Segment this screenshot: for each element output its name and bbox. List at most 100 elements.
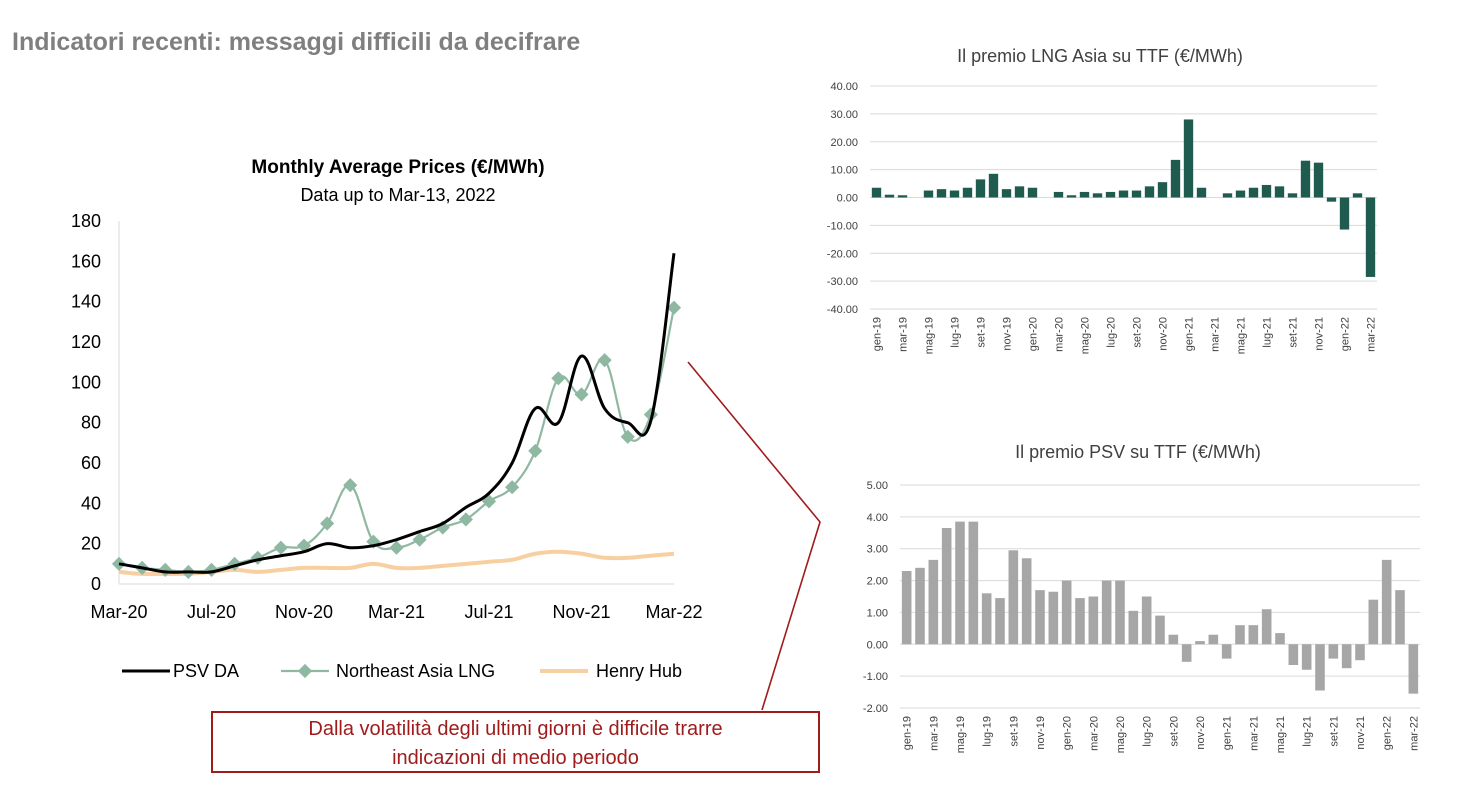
x-tick-label: mar-20 bbox=[1088, 716, 1100, 751]
bar bbox=[1115, 580, 1125, 645]
bar bbox=[1101, 580, 1112, 645]
bar bbox=[1118, 190, 1129, 198]
bar bbox=[1313, 162, 1324, 198]
lng-marker bbox=[320, 516, 335, 531]
lng-marker bbox=[458, 512, 473, 527]
x-tick-label: set-21 bbox=[1288, 317, 1300, 348]
bar bbox=[1027, 187, 1038, 198]
y-tick-label: 120 bbox=[71, 332, 101, 352]
callout-line-1: Dalla volatilità degli ultimi giorni è d… bbox=[308, 718, 723, 740]
lng-marker bbox=[574, 387, 589, 402]
y-tick-label: -1.00 bbox=[863, 671, 888, 683]
lng-marker bbox=[597, 353, 612, 368]
y-tick-label: 40 bbox=[81, 493, 101, 513]
bar bbox=[1144, 186, 1155, 198]
bar bbox=[1261, 184, 1272, 198]
x-tick-label: gen-19 bbox=[872, 317, 884, 351]
y-tick-label: 0.00 bbox=[837, 193, 858, 205]
y-tick-label: -20.00 bbox=[827, 248, 858, 260]
bar bbox=[1301, 644, 1312, 670]
y-tick-label: 4.00 bbox=[867, 512, 888, 524]
line-chart-title: Monthly Average Prices (€/MWh) bbox=[251, 157, 544, 178]
bar bbox=[1222, 193, 1233, 198]
bar bbox=[871, 187, 882, 198]
x-tick-label: Jul-21 bbox=[464, 602, 513, 622]
bar bbox=[1088, 596, 1099, 645]
y-tick-label: 180 bbox=[71, 211, 101, 231]
bar bbox=[1274, 186, 1285, 198]
x-tick-label: lug-19 bbox=[950, 317, 962, 348]
line-chart-subtitle: Data up to Mar-13, 2022 bbox=[300, 185, 495, 205]
bar bbox=[1196, 187, 1207, 198]
bar bbox=[941, 528, 952, 645]
bar bbox=[1008, 550, 1019, 645]
y-tick-label: 0.00 bbox=[867, 639, 888, 651]
bar bbox=[975, 179, 986, 198]
x-tick-label: gen-20 bbox=[1062, 716, 1074, 750]
bar bbox=[1155, 615, 1165, 645]
bar bbox=[884, 194, 895, 198]
bar bbox=[1355, 644, 1365, 661]
x-tick-label: nov-19 bbox=[1035, 716, 1047, 750]
bar bbox=[1048, 591, 1059, 645]
bar bbox=[901, 571, 912, 645]
bar bbox=[988, 173, 999, 198]
x-tick-label: Mar-22 bbox=[645, 602, 702, 622]
x-tick-label: gen-21 bbox=[1222, 716, 1234, 750]
bar bbox=[1079, 191, 1090, 198]
x-tick-label: gen-22 bbox=[1382, 716, 1394, 750]
lng-marker bbox=[273, 540, 288, 555]
bar-chart-title: Il premio LNG Asia su TTF (€/MWh) bbox=[957, 46, 1243, 66]
bar bbox=[962, 187, 973, 198]
y-tick-label: -40.00 bbox=[827, 304, 858, 316]
bar bbox=[1001, 189, 1012, 198]
x-tick-label: lug-21 bbox=[1262, 317, 1274, 348]
bar bbox=[1339, 197, 1350, 230]
bar bbox=[1221, 644, 1232, 659]
callout-box: Dalla volatilità degli ultimi giorni è d… bbox=[211, 711, 820, 773]
bar bbox=[1248, 625, 1259, 645]
bar bbox=[1300, 160, 1311, 198]
bar bbox=[1131, 190, 1142, 198]
x-tick-label: gen-22 bbox=[1340, 317, 1352, 351]
x-tick-label: mar-22 bbox=[1366, 317, 1378, 352]
bar bbox=[1181, 644, 1192, 662]
bar bbox=[955, 521, 965, 645]
x-tick-label: set-21 bbox=[1328, 716, 1340, 747]
legend-marker bbox=[297, 663, 313, 679]
bar bbox=[1021, 558, 1032, 645]
x-tick-label: mag-20 bbox=[1115, 716, 1127, 753]
bar bbox=[995, 598, 1005, 645]
bar bbox=[1157, 182, 1168, 198]
lng-marker bbox=[412, 532, 427, 547]
bar bbox=[1105, 191, 1116, 198]
bar bbox=[1092, 193, 1103, 198]
x-tick-label: mar-21 bbox=[1248, 716, 1260, 751]
y-tick-label: 10.00 bbox=[830, 165, 858, 177]
y-tick-label: 30.00 bbox=[830, 109, 858, 121]
page-title: Indicatori recenti: messaggi difficili d… bbox=[12, 28, 581, 56]
y-tick-label: 20.00 bbox=[830, 137, 858, 149]
x-tick-label: nov-21 bbox=[1355, 716, 1367, 750]
bar bbox=[1341, 644, 1352, 669]
bar bbox=[1315, 644, 1325, 691]
x-tick-label: lug-20 bbox=[1142, 716, 1154, 747]
x-tick-label: mag-19 bbox=[955, 716, 967, 753]
bar bbox=[1288, 644, 1299, 665]
bar bbox=[928, 559, 939, 645]
bar bbox=[1352, 193, 1363, 198]
x-tick-label: mag-19 bbox=[924, 317, 936, 354]
bar bbox=[1053, 191, 1064, 198]
x-tick-label: nov-20 bbox=[1195, 716, 1207, 750]
monthly-prices-chart: Monthly Average Prices (€/MWh) Data up t… bbox=[71, 157, 703, 681]
x-tick-label: set-20 bbox=[1168, 716, 1180, 747]
x-tick-label: mar-20 bbox=[1054, 317, 1066, 352]
bar bbox=[1328, 644, 1339, 659]
bar bbox=[1235, 190, 1246, 198]
bar bbox=[1326, 197, 1337, 202]
bar bbox=[915, 567, 925, 645]
bar bbox=[936, 189, 947, 198]
x-tick-label: set-19 bbox=[976, 317, 988, 348]
bar bbox=[968, 521, 979, 645]
bar bbox=[981, 593, 992, 645]
